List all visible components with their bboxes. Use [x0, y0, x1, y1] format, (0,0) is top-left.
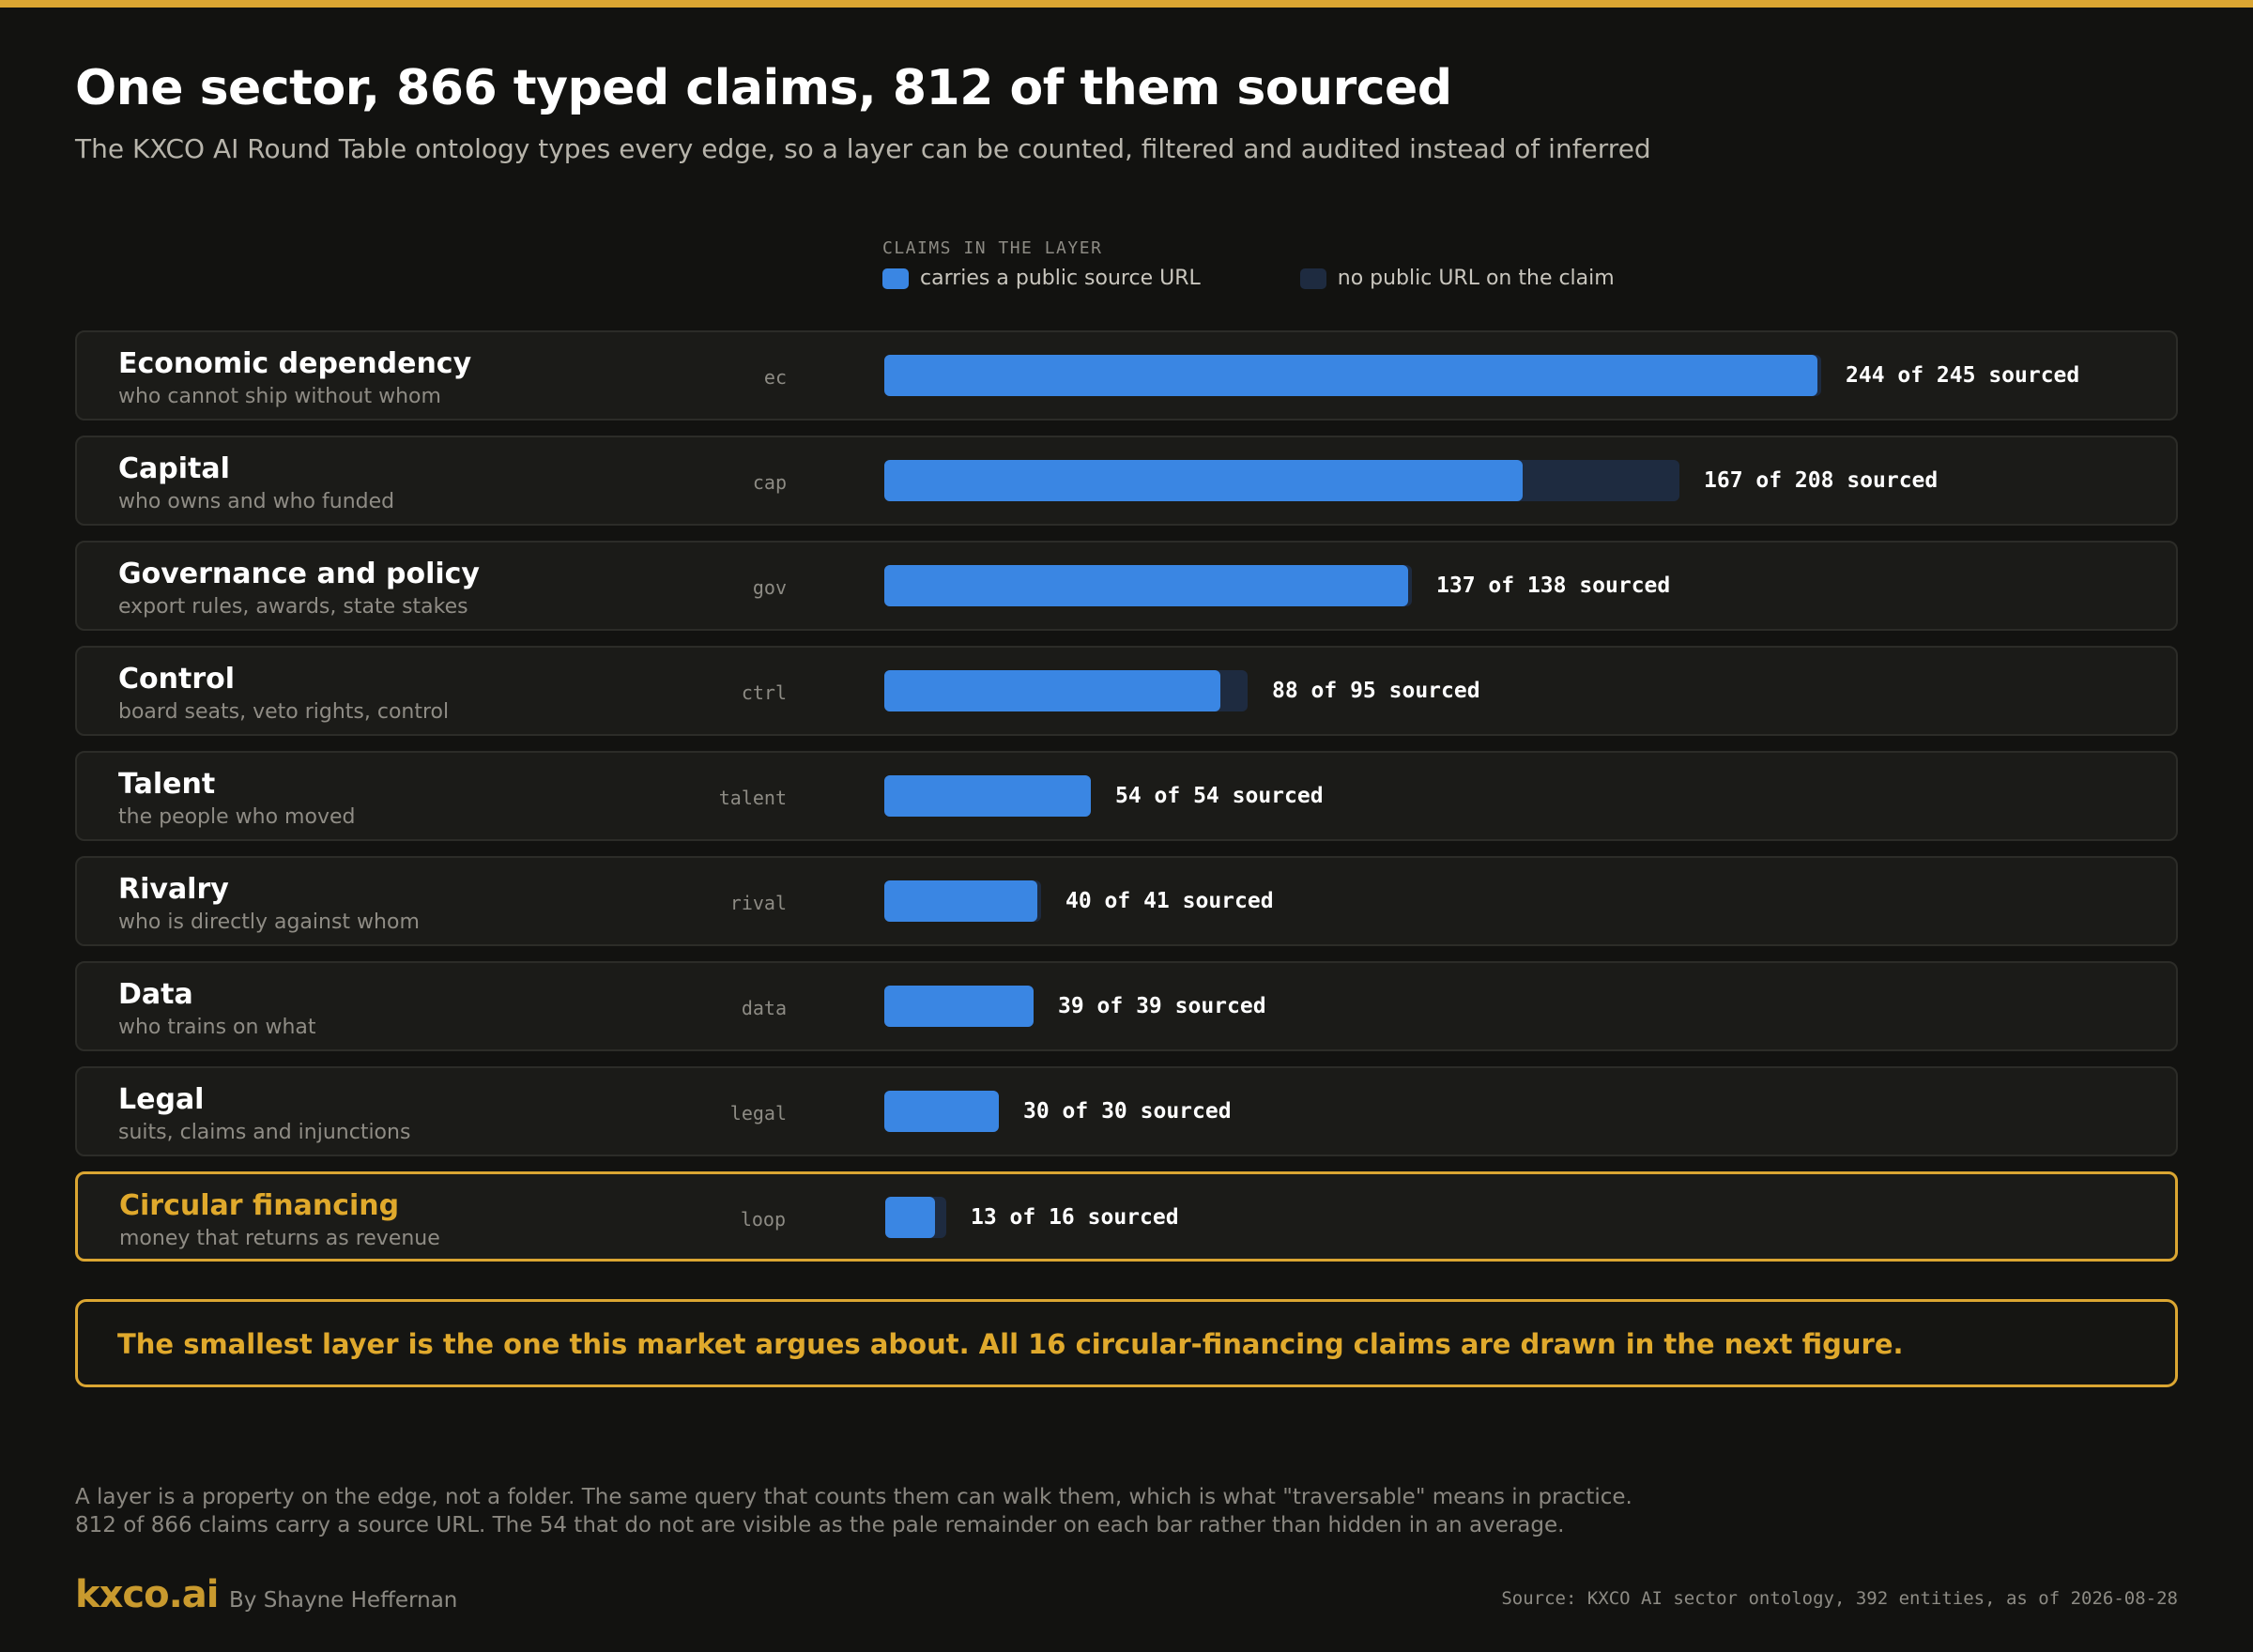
chart-row-rival: Rivalry who is directly against whom rival… — [75, 856, 2178, 946]
row-name: Economic dependency — [118, 347, 472, 380]
chart-row-ec: Economic dependency who cannot ship witho… — [75, 330, 2178, 421]
chart-rows: Economic dependency who cannot ship witho… — [75, 330, 2178, 1277]
callout-box: The smallest layer is the one this marke… — [75, 1299, 2178, 1387]
bar-area: 54 of 54 sourced — [884, 775, 2105, 817]
bar-area: 137 of 138 sourced — [884, 565, 2105, 606]
bar-sourced-ctrl — [884, 670, 1220, 711]
row-name: Governance and policy — [118, 558, 480, 590]
row-name: Rivalry — [118, 873, 229, 906]
bar-value-label: 167 of 208 sourced — [1704, 468, 1939, 493]
bar-sourced-cap — [884, 460, 1523, 501]
row-code: data — [741, 997, 787, 1019]
row-description: who trains on what — [118, 1016, 316, 1039]
bar-area: 30 of 30 sourced — [884, 1091, 2105, 1132]
chart-row-data: Data who trains on what data 39 of 39 sourc… — [75, 961, 2178, 1051]
chart-row-cap: Capital who owns and who funded cap 167 of … — [75, 436, 2178, 526]
brand-logo: kxco.ai — [75, 1573, 219, 1616]
row-description: who cannot ship without whom — [118, 385, 441, 408]
bar-sourced-rival — [884, 880, 1037, 922]
bar-area: 167 of 208 sourced — [884, 460, 2105, 501]
chart-title: One sector, 866 typed claims, 812 of the… — [75, 60, 1452, 116]
footnotes: A layer is a property on the edge, not a… — [75, 1483, 1632, 1539]
byline: By Shayne Heffernan — [229, 1588, 458, 1613]
bar-value-label: 39 of 39 sourced — [1058, 994, 1266, 1018]
row-description: who owns and who funded — [118, 490, 395, 513]
bar-value-label: 88 of 95 sourced — [1272, 679, 1480, 703]
bar-sourced-talent — [884, 775, 1091, 817]
chart-row-talent: Talent the people who moved talent 54 of 54… — [75, 751, 2178, 841]
row-code: cap — [752, 471, 787, 494]
row-description: the people who moved — [118, 805, 356, 829]
row-code: legal — [729, 1102, 787, 1124]
bar-area: 244 of 245 sourced — [884, 355, 2105, 396]
row-code: loop — [740, 1208, 786, 1231]
legend-item-sourced: carries a public source URL — [882, 267, 1201, 290]
legend-item-unsourced: no public URL on the claim — [1299, 267, 1615, 290]
bar-area: 39 of 39 sourced — [884, 986, 2105, 1027]
row-name: Circular financing — [119, 1189, 400, 1222]
bar-value-label: 54 of 54 sourced — [1115, 784, 1324, 808]
source-note: Source: KXCO AI sector ontology, 392 ent… — [1501, 1588, 2178, 1609]
bar-area: 13 of 16 sourced — [885, 1197, 2106, 1238]
legend-label-unsourced: no public URL on the claim — [1337, 267, 1615, 290]
row-code: ec — [763, 366, 787, 389]
accent-top-bar — [0, 0, 2253, 8]
row-code: gov — [752, 576, 787, 599]
bar-value-label: 244 of 245 sourced — [1846, 363, 2080, 388]
bar-sourced-legal — [884, 1091, 999, 1132]
row-description: suits, claims and injunctions — [118, 1121, 411, 1144]
bar-sourced-ec — [884, 355, 1817, 396]
legend-swatch-unsourced — [1299, 268, 1326, 289]
row-description: who is directly against whom — [118, 910, 420, 934]
row-name: Legal — [118, 1083, 205, 1116]
chart-row-legal: Legal suits, claims and injunctions legal 3… — [75, 1066, 2178, 1156]
bar-sourced-gov — [884, 565, 1408, 606]
row-description: export rules, awards, state stakes — [118, 595, 468, 619]
bar-area: 88 of 95 sourced — [884, 670, 2105, 711]
chart-row-loop: Circular financing money that returns as … — [75, 1171, 2178, 1262]
bar-sourced-data — [884, 986, 1034, 1027]
row-description: board seats, veto rights, control — [118, 700, 450, 724]
legend-title: CLAIMS IN THE LAYER — [882, 238, 1103, 258]
row-name: Talent — [118, 768, 216, 801]
chart-row-ctrl: Control board seats, veto rights, control… — [75, 646, 2178, 736]
row-description: money that returns as revenue — [119, 1227, 440, 1250]
footnote-line: 812 of 866 claims carry a source URL. Th… — [75, 1513, 1565, 1537]
row-code: rival — [729, 892, 787, 914]
bar-value-label: 137 of 138 sourced — [1436, 574, 1671, 598]
row-code: ctrl — [741, 681, 787, 704]
row-name: Capital — [118, 452, 230, 485]
bar-sourced-loop — [885, 1197, 935, 1238]
bar-value-label: 30 of 30 sourced — [1023, 1099, 1232, 1124]
bar-area: 40 of 41 sourced — [884, 880, 2105, 922]
row-name: Data — [118, 978, 193, 1011]
row-code: talent — [718, 787, 787, 809]
chart-subtitle: The KXCO AI Round Table ontology types e… — [75, 133, 1651, 164]
chart-row-gov: Governance and policy export rules, award… — [75, 541, 2178, 631]
callout-text: The smallest layer is the one this marke… — [117, 1328, 1904, 1360]
footnote-line: A layer is a property on the edge, not a… — [75, 1485, 1632, 1509]
bar-value-label: 40 of 41 sourced — [1065, 889, 1274, 913]
bar-value-label: 13 of 16 sourced — [971, 1205, 1179, 1230]
legend: CLAIMS IN THE LAYER carries a public sou… — [882, 238, 1727, 290]
legend-label-sourced: carries a public source URL — [920, 267, 1201, 290]
legend-swatch-sourced — [882, 268, 909, 289]
row-name: Control — [118, 663, 236, 696]
